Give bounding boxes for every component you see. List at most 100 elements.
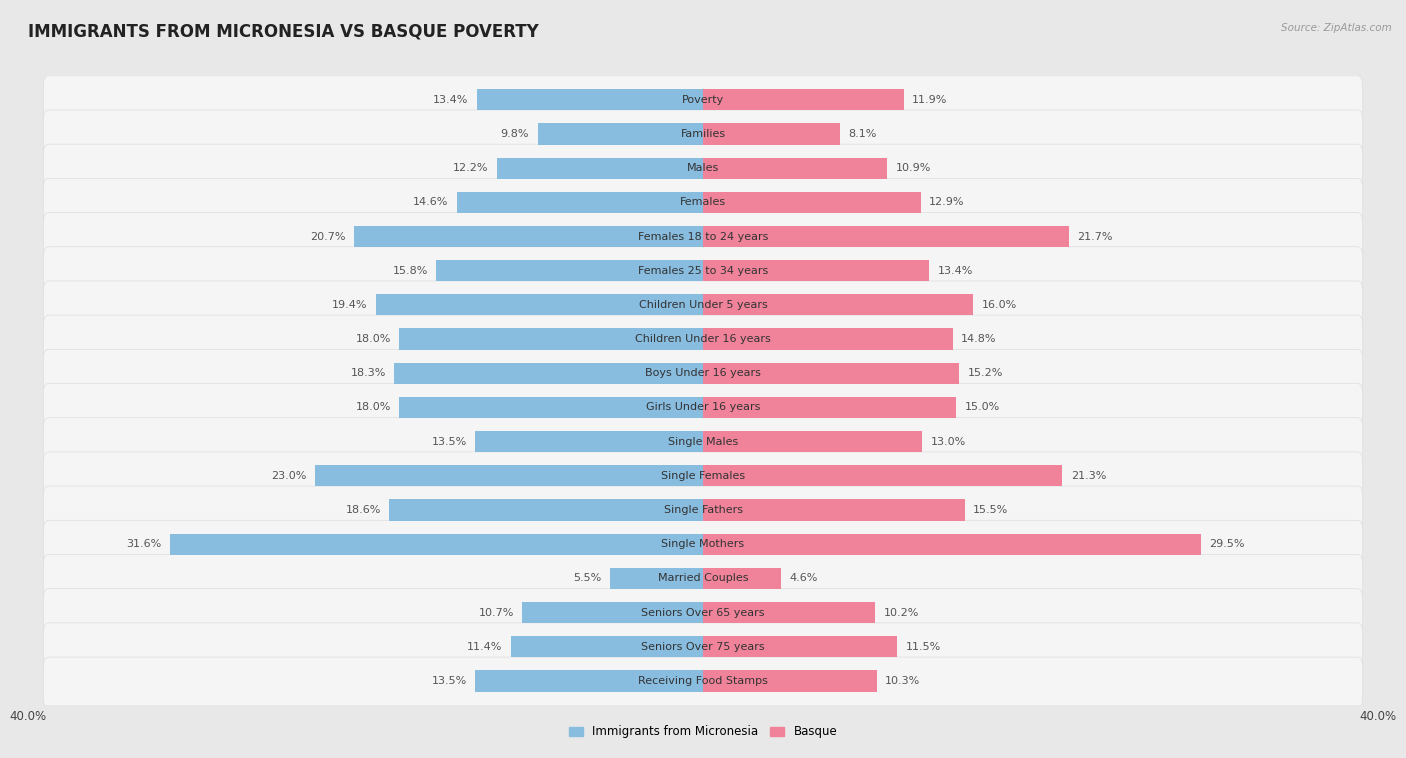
- Text: 15.5%: 15.5%: [973, 505, 1008, 515]
- FancyBboxPatch shape: [44, 349, 1362, 400]
- Bar: [703, 431, 922, 453]
- Text: Females 18 to 24 years: Females 18 to 24 years: [638, 231, 768, 242]
- Text: 14.6%: 14.6%: [413, 197, 449, 207]
- Bar: [394, 362, 703, 384]
- Text: 12.2%: 12.2%: [453, 163, 489, 173]
- Bar: [375, 294, 703, 315]
- FancyBboxPatch shape: [44, 623, 1362, 674]
- Text: 16.0%: 16.0%: [981, 300, 1017, 310]
- FancyBboxPatch shape: [44, 76, 1362, 127]
- Bar: [703, 500, 965, 521]
- Text: Females 25 to 34 years: Females 25 to 34 years: [638, 266, 768, 276]
- Text: 18.0%: 18.0%: [356, 334, 391, 344]
- Text: 13.5%: 13.5%: [432, 676, 467, 686]
- Bar: [523, 602, 703, 623]
- Text: 11.9%: 11.9%: [912, 95, 948, 105]
- Text: Single Females: Single Females: [661, 471, 745, 481]
- Bar: [703, 602, 875, 623]
- Bar: [510, 636, 703, 657]
- Text: 4.6%: 4.6%: [789, 574, 817, 584]
- Text: 15.8%: 15.8%: [392, 266, 427, 276]
- Bar: [703, 192, 921, 213]
- Bar: [703, 260, 929, 281]
- Text: Children Under 5 years: Children Under 5 years: [638, 300, 768, 310]
- Text: 11.5%: 11.5%: [905, 642, 941, 652]
- Bar: [703, 568, 780, 589]
- Text: Families: Families: [681, 129, 725, 139]
- Text: Single Mothers: Single Mothers: [661, 539, 745, 550]
- Text: 8.1%: 8.1%: [848, 129, 876, 139]
- Text: Single Fathers: Single Fathers: [664, 505, 742, 515]
- FancyBboxPatch shape: [44, 281, 1362, 331]
- Text: 10.2%: 10.2%: [883, 608, 920, 618]
- Text: Males: Males: [688, 163, 718, 173]
- Text: 23.0%: 23.0%: [271, 471, 307, 481]
- Text: 21.3%: 21.3%: [1071, 471, 1107, 481]
- Text: Seniors Over 75 years: Seniors Over 75 years: [641, 642, 765, 652]
- Legend: Immigrants from Micronesia, Basque: Immigrants from Micronesia, Basque: [564, 721, 842, 743]
- Bar: [315, 465, 703, 487]
- FancyBboxPatch shape: [44, 315, 1362, 366]
- FancyBboxPatch shape: [44, 178, 1362, 229]
- Text: Seniors Over 65 years: Seniors Over 65 years: [641, 608, 765, 618]
- Bar: [170, 534, 703, 555]
- FancyBboxPatch shape: [44, 589, 1362, 639]
- FancyBboxPatch shape: [44, 144, 1362, 195]
- Bar: [703, 89, 904, 111]
- Text: 12.9%: 12.9%: [929, 197, 965, 207]
- Bar: [703, 397, 956, 418]
- Bar: [703, 294, 973, 315]
- FancyBboxPatch shape: [44, 212, 1362, 263]
- FancyBboxPatch shape: [44, 110, 1362, 161]
- Bar: [703, 670, 877, 691]
- Text: 15.2%: 15.2%: [967, 368, 1004, 378]
- Text: Poverty: Poverty: [682, 95, 724, 105]
- Bar: [389, 500, 703, 521]
- FancyBboxPatch shape: [44, 452, 1362, 503]
- Text: 18.0%: 18.0%: [356, 402, 391, 412]
- Text: Source: ZipAtlas.com: Source: ZipAtlas.com: [1281, 23, 1392, 33]
- Bar: [703, 226, 1069, 247]
- Text: 13.4%: 13.4%: [433, 95, 468, 105]
- FancyBboxPatch shape: [44, 418, 1362, 468]
- Text: 21.7%: 21.7%: [1077, 231, 1114, 242]
- Text: Receiving Food Stamps: Receiving Food Stamps: [638, 676, 768, 686]
- Text: Females: Females: [681, 197, 725, 207]
- Bar: [477, 89, 703, 111]
- FancyBboxPatch shape: [44, 247, 1362, 297]
- Text: 18.3%: 18.3%: [350, 368, 385, 378]
- Text: 14.8%: 14.8%: [962, 334, 997, 344]
- Text: 10.3%: 10.3%: [886, 676, 921, 686]
- Text: 31.6%: 31.6%: [127, 539, 162, 550]
- Bar: [703, 328, 953, 349]
- Text: IMMIGRANTS FROM MICRONESIA VS BASQUE POVERTY: IMMIGRANTS FROM MICRONESIA VS BASQUE POV…: [28, 23, 538, 41]
- Text: 20.7%: 20.7%: [309, 231, 346, 242]
- FancyBboxPatch shape: [44, 384, 1362, 434]
- Bar: [703, 124, 839, 145]
- Bar: [703, 636, 897, 657]
- FancyBboxPatch shape: [44, 520, 1362, 571]
- Text: Girls Under 16 years: Girls Under 16 years: [645, 402, 761, 412]
- Text: 13.4%: 13.4%: [938, 266, 973, 276]
- Text: 5.5%: 5.5%: [574, 574, 602, 584]
- Text: Boys Under 16 years: Boys Under 16 years: [645, 368, 761, 378]
- Text: 13.5%: 13.5%: [432, 437, 467, 446]
- Text: 15.0%: 15.0%: [965, 402, 1000, 412]
- Bar: [703, 362, 959, 384]
- Bar: [436, 260, 703, 281]
- Text: 13.0%: 13.0%: [931, 437, 966, 446]
- FancyBboxPatch shape: [44, 555, 1362, 605]
- Text: 10.7%: 10.7%: [478, 608, 515, 618]
- Text: 19.4%: 19.4%: [332, 300, 367, 310]
- FancyBboxPatch shape: [44, 657, 1362, 708]
- Text: 10.9%: 10.9%: [896, 163, 931, 173]
- Bar: [399, 397, 703, 418]
- Bar: [537, 124, 703, 145]
- Bar: [498, 158, 703, 179]
- Text: Single Males: Single Males: [668, 437, 738, 446]
- Text: 9.8%: 9.8%: [501, 129, 529, 139]
- Bar: [457, 192, 703, 213]
- Bar: [354, 226, 703, 247]
- Text: 11.4%: 11.4%: [467, 642, 502, 652]
- FancyBboxPatch shape: [44, 486, 1362, 537]
